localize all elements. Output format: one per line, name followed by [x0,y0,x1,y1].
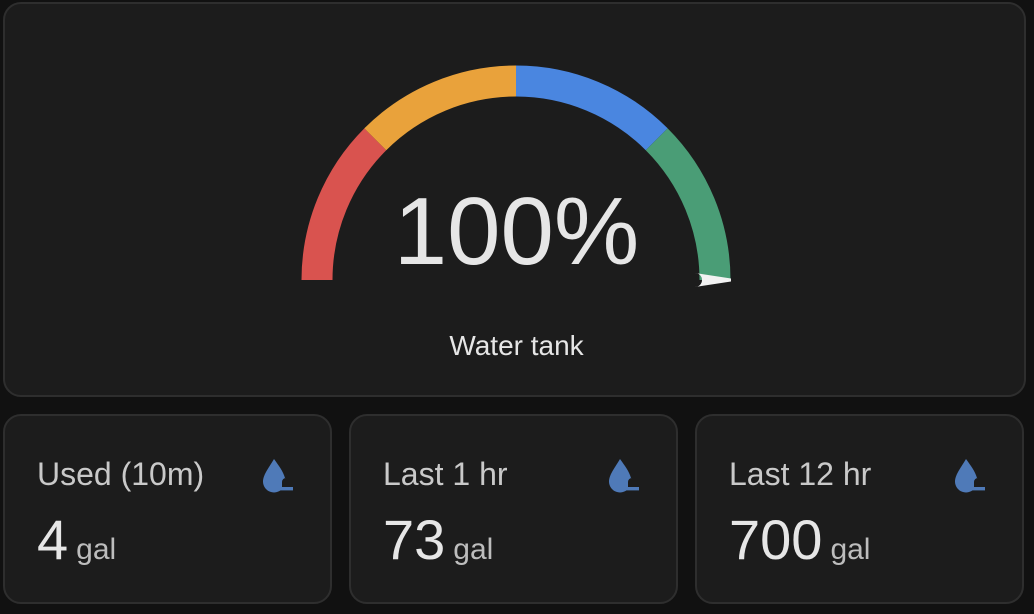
water-minus-icon [263,459,293,493]
gauge-value: 100% [393,178,640,285]
stat-unit: gal [453,533,494,566]
water-minus-icon [955,459,985,493]
stat-card-last-1-hr[interactable]: Last 1 hr 73 gal [349,414,678,604]
water-minus-icon [609,459,639,493]
stat-value: 4 [37,508,69,571]
stat-title: Last 12 hr [729,456,872,492]
stat-value: 700 [729,508,823,571]
stat-card-last-12-hr[interactable]: Last 12 hr 700 gal [695,414,1024,604]
stat-title: Used (10m) [37,456,205,492]
stat-title: Last 1 hr [383,456,508,492]
stat-value-row: 4 gal [37,510,116,570]
stat-unit: gal [76,533,117,566]
gauge-graphic [301,65,731,287]
stat-value-row: 73 gal [383,510,493,570]
gauge-needle [695,273,731,287]
stat-card-used-10m[interactable]: Used (10m) 4 gal [3,414,332,604]
gauge-segment-blue [515,65,668,151]
gauge-segment-green [645,128,731,281]
gauge-segment-red [301,128,387,281]
stat-value-row: 700 gal [729,510,870,570]
gauge-segment-orange [364,65,517,151]
gauge-label: Water tank [449,330,584,361]
stat-value: 73 [383,508,446,571]
stat-unit: gal [830,533,871,566]
gauge-card[interactable]: 100% Water tank [3,2,1026,397]
